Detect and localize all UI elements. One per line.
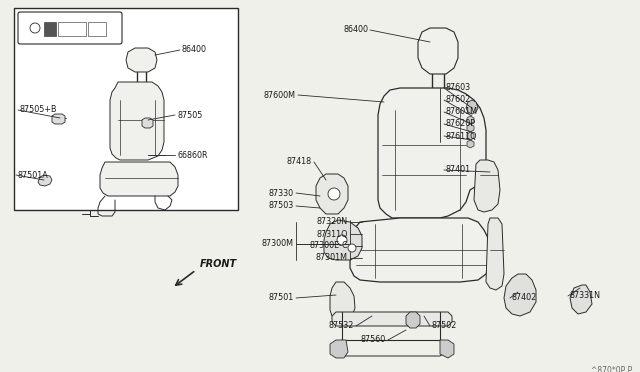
Polygon shape [38, 175, 52, 186]
Text: 86400: 86400 [182, 45, 207, 55]
Polygon shape [142, 118, 153, 128]
Polygon shape [378, 88, 486, 218]
Text: 87331N: 87331N [570, 292, 601, 301]
Polygon shape [52, 114, 65, 124]
Polygon shape [324, 220, 362, 260]
Polygon shape [474, 160, 500, 212]
Text: 87505+B: 87505+B [20, 106, 58, 115]
Text: 87320N: 87320N [317, 218, 348, 227]
Text: 87418: 87418 [287, 157, 312, 167]
Text: 87402: 87402 [512, 294, 537, 302]
Text: 87600M: 87600M [264, 90, 296, 99]
Bar [88, 22, 106, 36]
Polygon shape [332, 312, 452, 326]
Text: 87505: 87505 [177, 110, 202, 119]
Bar [44, 22, 56, 36]
Text: 87330: 87330 [269, 189, 294, 198]
Text: 87501: 87501 [269, 294, 294, 302]
Circle shape [348, 244, 356, 252]
Text: 87502: 87502 [432, 321, 458, 330]
Text: 87301M: 87301M [316, 253, 348, 263]
Text: 87602: 87602 [446, 96, 471, 105]
Text: 87603: 87603 [446, 83, 471, 93]
Polygon shape [330, 282, 355, 320]
Polygon shape [467, 116, 474, 124]
Text: ^870*0P P: ^870*0P P [591, 366, 632, 372]
Polygon shape [570, 285, 592, 314]
Text: 87503: 87503 [269, 202, 294, 211]
Text: 86400: 86400 [343, 26, 368, 35]
Bar [58, 22, 86, 36]
Text: 87611Q: 87611Q [446, 131, 477, 141]
Text: 87501A: 87501A [18, 170, 49, 180]
Polygon shape [350, 218, 490, 282]
Bar [14, 8, 238, 210]
Polygon shape [418, 28, 458, 74]
Polygon shape [406, 312, 420, 328]
Text: FRONT: FRONT [200, 259, 237, 269]
Text: 87560: 87560 [361, 336, 386, 344]
Polygon shape [126, 48, 157, 72]
Text: 87532: 87532 [328, 321, 354, 330]
Polygon shape [110, 82, 164, 160]
Text: 87300M: 87300M [262, 240, 294, 248]
Polygon shape [467, 132, 474, 140]
Polygon shape [504, 274, 536, 316]
Text: 87401: 87401 [446, 166, 471, 174]
Polygon shape [100, 162, 178, 196]
Text: 87620P: 87620P [446, 119, 476, 128]
Polygon shape [440, 340, 454, 358]
Circle shape [337, 235, 347, 245]
Polygon shape [467, 140, 474, 148]
Polygon shape [316, 174, 348, 214]
Circle shape [328, 188, 340, 200]
Polygon shape [486, 218, 504, 290]
Text: 87300E-C: 87300E-C [309, 241, 348, 250]
Text: 87601M: 87601M [446, 108, 478, 116]
Polygon shape [330, 340, 348, 358]
Text: 87311Q: 87311Q [317, 230, 348, 238]
Polygon shape [466, 100, 478, 114]
Text: 66860R: 66860R [177, 151, 207, 160]
FancyBboxPatch shape [18, 12, 122, 44]
Polygon shape [467, 124, 474, 132]
